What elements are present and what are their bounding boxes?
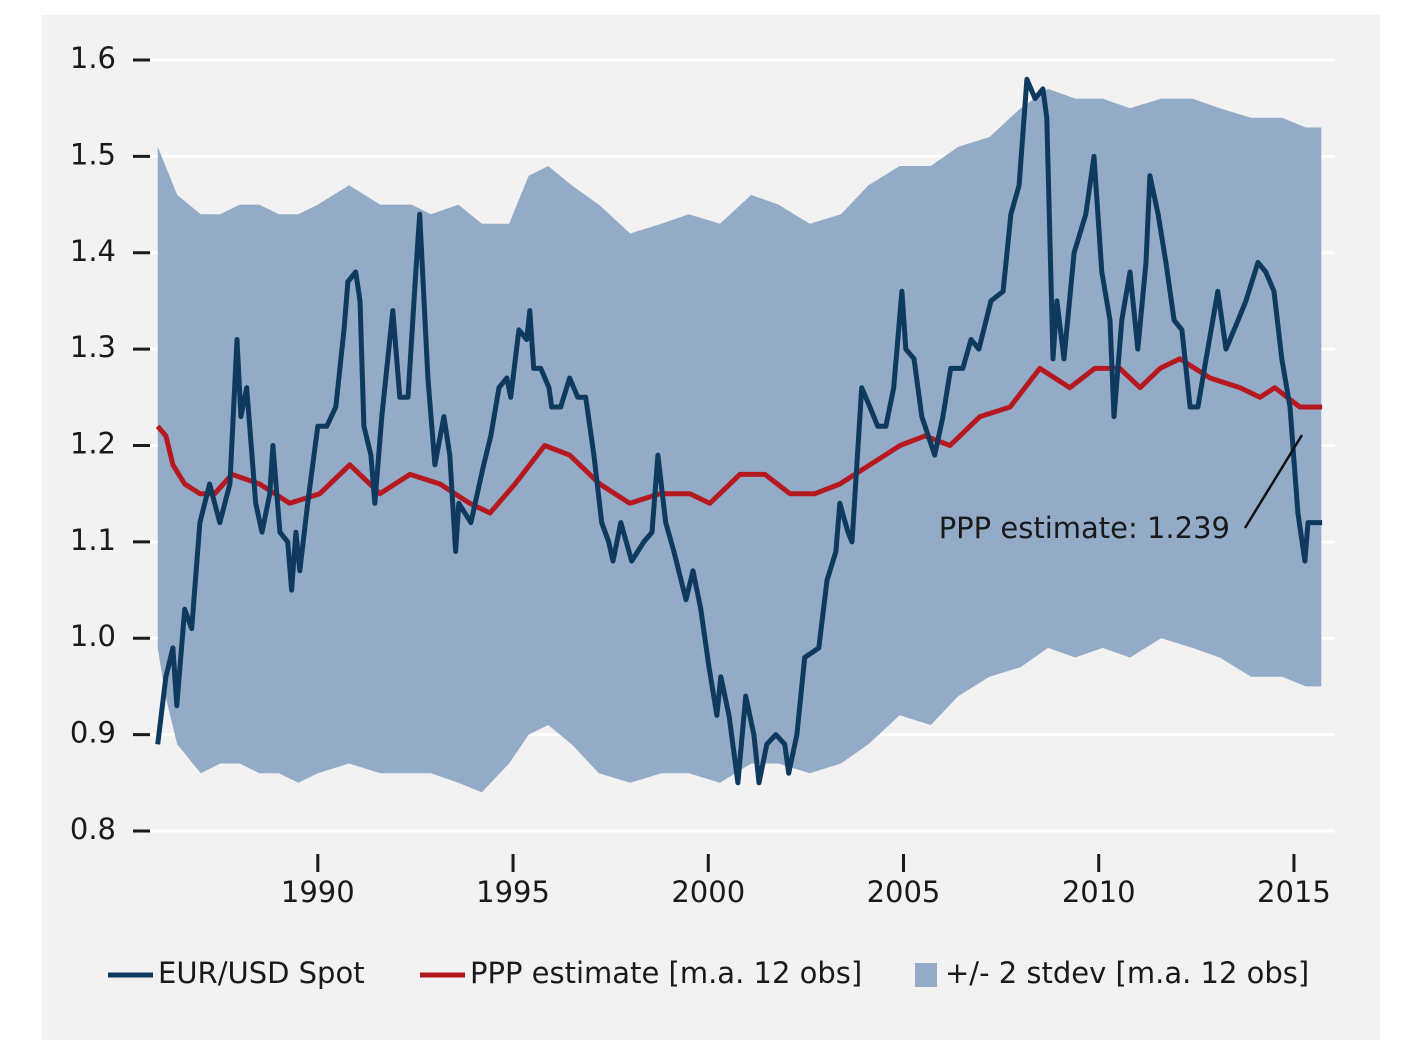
y-tick-label: 1.3: [70, 330, 116, 364]
y-tick-label: 1.5: [70, 137, 116, 171]
annotation-pointer: [1243, 434, 1304, 529]
x-tick-label: 2015: [1257, 875, 1331, 909]
x-tick-label: 2010: [1062, 875, 1136, 909]
legend-label: +/- 2 stdev [m.a. 12 obs]: [945, 956, 1309, 990]
y-tick-label: 0.8: [70, 812, 116, 846]
y-tick-label: 0.9: [70, 716, 116, 750]
x-tick-label: 2005: [867, 875, 941, 909]
y-tick-label: 1.2: [70, 427, 116, 461]
band-area: [157, 88, 1322, 793]
legend-swatch: [915, 963, 937, 987]
x-tick-label: 2000: [671, 875, 745, 909]
y-tick-label: 1.4: [70, 234, 116, 268]
x-tick-label: 1990: [281, 875, 355, 909]
legend-label: PPP estimate [m.a. 12 obs]: [470, 956, 862, 990]
series-line: [155, 356, 1323, 516]
y-tick-label: 1.1: [70, 523, 116, 557]
legend: EUR/USD Spot PPP estimate [m.a. 12 obs] +/…: [108, 956, 1309, 990]
x-tick-label: 1995: [476, 875, 550, 909]
annotation: PPP estimate: 1.239: [939, 511, 1230, 545]
y-tick-label: 1.6: [70, 41, 116, 75]
series-line: [155, 76, 1323, 786]
y-tick-label: 1.0: [70, 619, 116, 653]
plot-area: 0.8 0.9 1.0 1.1 1.2 1.3 1.4 1.5 1.6 1990 1995 2000 2…: [70, 41, 1335, 909]
legend-label: EUR/USD Spot: [158, 956, 365, 990]
